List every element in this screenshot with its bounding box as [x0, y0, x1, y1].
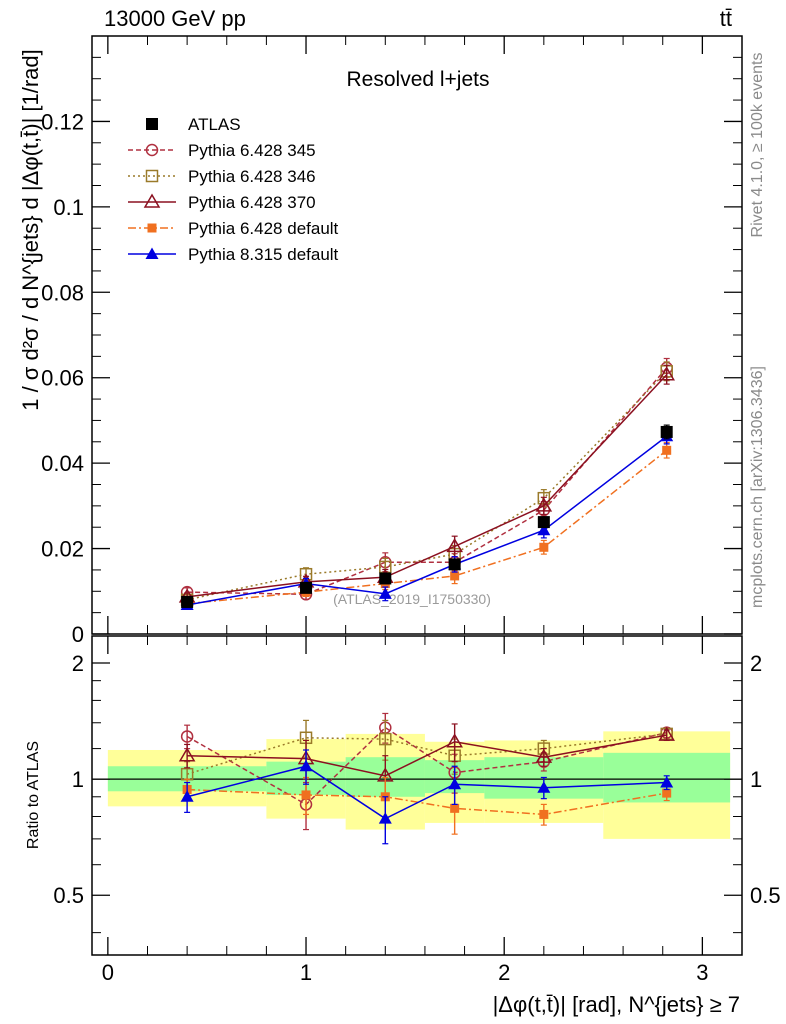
ratio-y-axis-title: Ratio to ATLAS [25, 741, 42, 849]
ratio-line-pythia-6-428-370 [187, 734, 667, 777]
ratio-point-pythia-6-428-default-4 [539, 809, 549, 819]
main-point-atlas-2 [379, 572, 392, 585]
ratio-point-pythia-6-428-370-4 [535, 748, 553, 763]
main-point-pythia-8-315-default-2 [378, 587, 392, 599]
ratio-point-pythia-6-428-default-3 [450, 803, 460, 813]
ratio-point-pythia-6-428-370-5 [658, 726, 676, 741]
xtick-label-2: 2 [498, 960, 510, 985]
main-point-atlas-3 [448, 558, 461, 571]
ratio-point-pythia-8-315-default-2 [378, 812, 392, 824]
main-point-atlas-5 [660, 425, 673, 438]
analysis-id-label: (ATLAS_2019_I1750330) [333, 591, 491, 607]
legend-label-pythia-6-428-370: Pythia 6.428 370 [188, 193, 316, 212]
main-atlas [181, 424, 673, 608]
main-ytick-label-0: 0 [72, 622, 84, 647]
main-pythia-6-428-346 [180, 361, 673, 607]
main-line-pythia-6-428-345 [187, 367, 668, 596]
main-pythia-8-315-default [180, 427, 674, 610]
x-axis-title: |Δφ(t,t̄)| [rad], N^{jets} ≥ 7 [493, 992, 740, 1017]
ratio-point-pythia-8-315-default-3 [448, 777, 462, 790]
legend-marker-pythia-8-315-default [145, 247, 159, 259]
ratio-point-pythia-6-428-345-0 [180, 730, 194, 743]
legend-label-pythia-6-428-346: Pythia 6.428 346 [188, 167, 316, 186]
ratio-series-layer [178, 712, 676, 845]
ratio-ytick-label-right-2: 2 [750, 651, 762, 676]
legend-label-pythia-8-315-default: Pythia 8.315 default [188, 245, 339, 264]
main-line-pythia-6-428-370 [187, 374, 668, 598]
main-pythia-6-428-default [182, 442, 672, 609]
ratio-ytick-label-left-0: 0.5 [53, 883, 84, 908]
legend-label-pythia-6-428-345: Pythia 6.428 345 [188, 141, 316, 160]
main-point-pythia-6-428-default-4 [539, 542, 549, 552]
legend-label-pythia-6-428-default: Pythia 6.428 default [188, 219, 339, 238]
rivet-label: Rivet 4.1.0, ≥ 100k events [749, 53, 766, 238]
legend-marker-pythia-6-428-370 [143, 193, 161, 208]
xtick-label-3: 3 [696, 960, 708, 985]
ratio-point-pythia-8-315-default-5 [660, 776, 674, 788]
main-point-pythia-6-428-370-4 [535, 497, 553, 512]
main-line-pythia-6-428-default [187, 449, 668, 605]
ratio-point-pythia-8-315-default-0 [180, 790, 194, 802]
ratio-point-pythia-8-315-default-4 [537, 781, 551, 793]
main-point-pythia-6-428-370-5 [658, 366, 676, 381]
main-point-pythia-6-428-default-3 [450, 571, 460, 581]
ratio-point-pythia-6-428-370-0 [178, 747, 196, 762]
axes-layer: 0 0.02 0.04 0.06 0.08 0.1 0.12 0 1 2 3 0.5 0.5 1 1 2 2 [41, 35, 781, 985]
main-point-atlas-4 [537, 516, 550, 529]
ratio-line-pythia-8-315-default [186, 765, 667, 820]
legend-marker-pythia-6-428-345 [145, 143, 159, 157]
ratio-point-pythia-6-428-default-1 [301, 790, 311, 800]
main-point-pythia-6-428-370-3 [446, 537, 463, 553]
mcplots-label: mcplots.cern.ch [arXiv:1306.3436] [749, 366, 766, 608]
main-pythia-6-428-370 [178, 364, 676, 603]
ratio-uncertainty-bands [107, 731, 731, 839]
ratio-ytick-label-right-0: 0.5 [750, 883, 781, 908]
main-point-atlas-0 [181, 595, 194, 608]
legend-marker-atlas [146, 118, 158, 130]
main-ytick-label-4: 0.08 [41, 280, 84, 305]
ratio-ytick-label-left-1: 1 [72, 767, 84, 792]
ratio-point-pythia-6-428-346-2 [379, 732, 392, 746]
main-pythia-6-428-345 [180, 357, 673, 601]
main-ytick-label-2: 0.04 [41, 451, 84, 476]
ratio-point-pythia-8-315-default-1 [299, 759, 313, 772]
legend-marker-pythia-6-428-default [147, 223, 157, 233]
xtick-label-1: 1 [300, 960, 312, 985]
ratio-frame [91, 635, 743, 956]
main-line-pythia-8-315-default [186, 435, 668, 606]
ratio-point-pythia-6-428-370-3 [446, 733, 463, 748]
ratio-line-pythia-6-428-346 [186, 733, 667, 775]
main-y-axis-title: 1 / σ d²σ / d N^{jets} d |Δφ(t,t̄)| [1/r… [18, 49, 43, 411]
main-point-atlas-1 [300, 581, 313, 594]
ratio-line-pythia-6-428-default [187, 788, 667, 816]
main-point-pythia-6-428-default-5 [662, 445, 672, 455]
energy-label: 13000 GeV pp [104, 6, 246, 31]
legend-marker-pythia-6-428-346 [145, 169, 159, 183]
main-ytick-label-1: 0.02 [41, 537, 84, 562]
main-ytick-label-5: 0.1 [53, 195, 84, 220]
legend: ATLAS Pythia 6.428 345 Pythia 6.428 346 Pyt… [128, 115, 339, 264]
main-ytick-label-3: 0.06 [41, 366, 84, 391]
legend-label-atlas: ATLAS [188, 115, 241, 134]
main-point-pythia-8-315-default-4 [537, 523, 551, 536]
ratio-pythia-8-315-default [180, 749, 674, 845]
process-label: tt̄ [720, 6, 732, 31]
ratio-ytick-label-left-2: 2 [72, 651, 84, 676]
main-series-layer [178, 357, 676, 610]
ratio-line-pythia-6-428-345 [186, 726, 667, 806]
plot-title: Resolved l+jets [347, 68, 490, 91]
main-ytick-label-6: 0.12 [41, 109, 84, 134]
main-line-pythia-6-428-346 [186, 370, 668, 601]
ratio-ytick-label-right-1: 1 [750, 767, 762, 792]
xtick-label-0: 0 [102, 960, 114, 985]
ratio-point-pythia-6-428-default-5 [662, 788, 672, 798]
